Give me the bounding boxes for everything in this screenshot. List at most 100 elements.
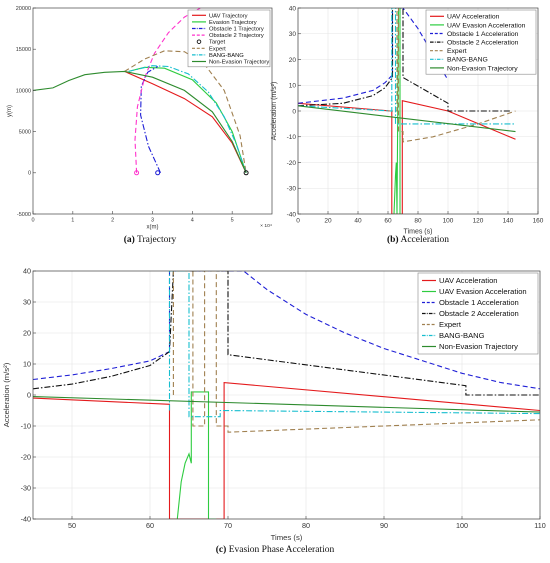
chart-b-ytick-label: -30 bbox=[287, 186, 297, 193]
chart-a-series-line-0 bbox=[124, 70, 247, 174]
chart-a-xtick-label: 1 bbox=[71, 218, 74, 224]
chart-c-ytick-label: 20 bbox=[23, 329, 31, 338]
chart-a-legend-label: UAV Trajectory bbox=[209, 13, 248, 19]
chart-a-legend-label: Obstacle 1 Trajectory bbox=[209, 27, 264, 33]
chart-a-ytick-label: 0 bbox=[28, 171, 31, 177]
chart-c-series-line-1 bbox=[176, 391, 217, 519]
chart-b-xtick-label: 100 bbox=[443, 218, 454, 225]
chart-c-series-line-6 bbox=[33, 396, 540, 413]
chart-a-ytick-label: 20000 bbox=[16, 6, 31, 12]
chart-b-legend-label: Expert bbox=[447, 48, 467, 55]
chart-c-legend-label: Obstacle 1 Acceleration bbox=[439, 298, 519, 307]
chart-a-ytick-label: 15000 bbox=[16, 47, 31, 53]
chart-c-y-axis-label: Acceleration (m/s²) bbox=[2, 362, 11, 427]
chart-a-ytick-label: 10000 bbox=[16, 88, 31, 94]
chart-a-caption-text: Trajectory bbox=[135, 235, 177, 245]
chart-b-x-axis-label: Times (s) bbox=[404, 229, 433, 236]
chart-a-legend-marker-swatch bbox=[196, 39, 202, 44]
chart-c-legend-label: UAV Evasion Acceleration bbox=[439, 287, 527, 296]
chart-a-legend-label: BANG-BANG bbox=[209, 53, 244, 59]
chart-a-xtick-label: 5 bbox=[231, 218, 234, 224]
chart-a-legend-box bbox=[187, 9, 271, 68]
chart-a-legend-label: Evasion Trajectory bbox=[209, 20, 257, 26]
chart-a-series-line-2 bbox=[140, 66, 162, 174]
chart-b-legend-box bbox=[425, 9, 537, 75]
chart-b-xtick-label: 80 bbox=[414, 218, 422, 225]
chart-a-marker-point-0-2 bbox=[134, 170, 140, 176]
chart-b-xtick-label: 60 bbox=[384, 218, 392, 225]
chart-a-legend-label: Non-Evasion Trajectory bbox=[209, 60, 269, 66]
chart-a-caption: (a) Trajectory bbox=[124, 234, 177, 245]
chart-b-xtick-label: 140 bbox=[503, 218, 514, 225]
chart-a-series-line-5 bbox=[128, 65, 247, 173]
chart-a-x-exponent: × 10⁴ bbox=[260, 223, 272, 229]
chart-b-xtick-label: 160 bbox=[533, 218, 544, 225]
chart-b-ytick-label: 40 bbox=[289, 5, 297, 12]
chart-a-legend-label: Target bbox=[209, 40, 226, 46]
chart-c-ytick-label: 30 bbox=[23, 298, 31, 307]
chart-a-xtick-label: 4 bbox=[191, 218, 194, 224]
chart-a-series-line-1 bbox=[128, 66, 247, 173]
chart-b-xtick-label: 0 bbox=[296, 218, 300, 225]
chart-c-x-axis-label: Times (s) bbox=[271, 533, 303, 542]
chart-b-xtick-label: 40 bbox=[354, 218, 362, 225]
chart-a-ytick-label: -5000 bbox=[17, 212, 31, 218]
chart-c-series-line-2 bbox=[33, 271, 540, 390]
chart-b-ytick-label: -10 bbox=[287, 134, 297, 141]
chart-c-xtick-label: 70 bbox=[224, 521, 232, 530]
chart-b-series-line-0 bbox=[298, 100, 516, 214]
chart-b-series-line-6 bbox=[298, 105, 516, 133]
chart-c-series-line-0 bbox=[33, 381, 540, 519]
chart-b-legend-label: UAV Evasion Acceleration bbox=[447, 22, 526, 29]
chart-a-legend-label: Obstacle 2 Trajectory bbox=[209, 33, 264, 39]
chart-c-xtick-label: 110 bbox=[534, 521, 545, 530]
chart-c-legend-label: Non-Evasion Trajectory bbox=[439, 342, 518, 351]
chart-b-ytick-label: 30 bbox=[289, 31, 297, 38]
chart-c-xtick-label: 60 bbox=[146, 521, 154, 530]
chart-b-ytick-label: 10 bbox=[289, 83, 297, 90]
chart-c: 50 60 70 80 90 100 110 -40 -30 -20 -10 0 10 20 30 40 Tim… bbox=[2, 267, 546, 555]
chart-a-x-axis-label: x(m) bbox=[147, 225, 159, 231]
chart-b-caption-label: (b) bbox=[387, 234, 399, 245]
chart-a-xtick-label: 2 bbox=[111, 218, 114, 224]
chart-b-legend-label: Non-Evasion Trajectory bbox=[447, 65, 518, 72]
chart-c-xtick-label: 100 bbox=[456, 521, 468, 530]
chart-c-xtick-label: 90 bbox=[380, 521, 388, 530]
chart-b-legend-label: UAV Acceleration bbox=[447, 14, 500, 21]
chart-a-marker-point-0-0 bbox=[243, 170, 249, 176]
chart-a-xtick-label: 0 bbox=[31, 218, 34, 224]
chart-c-legend-label: Expert bbox=[439, 320, 462, 329]
chart-c-legend: UAV Acceleration UAV Evasion Acceleration… bbox=[417, 272, 539, 355]
chart-b-legend-label: Obstacle 2 Acceleration bbox=[447, 39, 519, 46]
chart-b-y-axis-label: Acceleration (m/s²) bbox=[271, 82, 278, 141]
chart-b-series-line-4 bbox=[388, 8, 516, 143]
chart-a-y-axis-label: y(m) bbox=[7, 105, 13, 117]
chart-b-legend-label: BANG-BANG bbox=[447, 57, 488, 64]
chart-b-series-line-5 bbox=[298, 8, 516, 125]
chart-c-ytick-label: -30 bbox=[21, 484, 31, 493]
chart-c-ytick-label: -40 bbox=[21, 515, 31, 524]
chart-c-ytick-label: 0 bbox=[27, 391, 31, 400]
chart-b-series-line-3 bbox=[298, 8, 511, 112]
chart-c-plot-area bbox=[33, 271, 540, 519]
chart-b-xtick-label: 120 bbox=[473, 218, 484, 225]
chart-a-xtick-label: 3 bbox=[151, 218, 154, 224]
chart-b-series-line-1 bbox=[393, 8, 402, 214]
chart-c-series-line-4 bbox=[172, 271, 540, 433]
chart-b-ytick-label: 0 bbox=[292, 108, 296, 115]
chart-a-series-line-6 bbox=[33, 70, 247, 174]
chart-c-caption-label: (c) bbox=[216, 544, 227, 555]
chart-b-xtick-label: 20 bbox=[324, 218, 332, 225]
chart-c-caption: (c) Evasion Phase Acceleration bbox=[216, 544, 335, 555]
chart-c-ytick-label: 40 bbox=[23, 267, 31, 276]
chart-b-ytick-label: 20 bbox=[289, 57, 297, 64]
chart-a-series-line-4 bbox=[124, 50, 247, 173]
chart-b-ytick-label: -20 bbox=[287, 160, 297, 167]
chart-b-ytick-label: -40 bbox=[287, 211, 297, 218]
chart-c-series-line-3 bbox=[33, 271, 540, 396]
chart-c-caption-text: Evasion Phase Acceleration bbox=[226, 545, 334, 555]
